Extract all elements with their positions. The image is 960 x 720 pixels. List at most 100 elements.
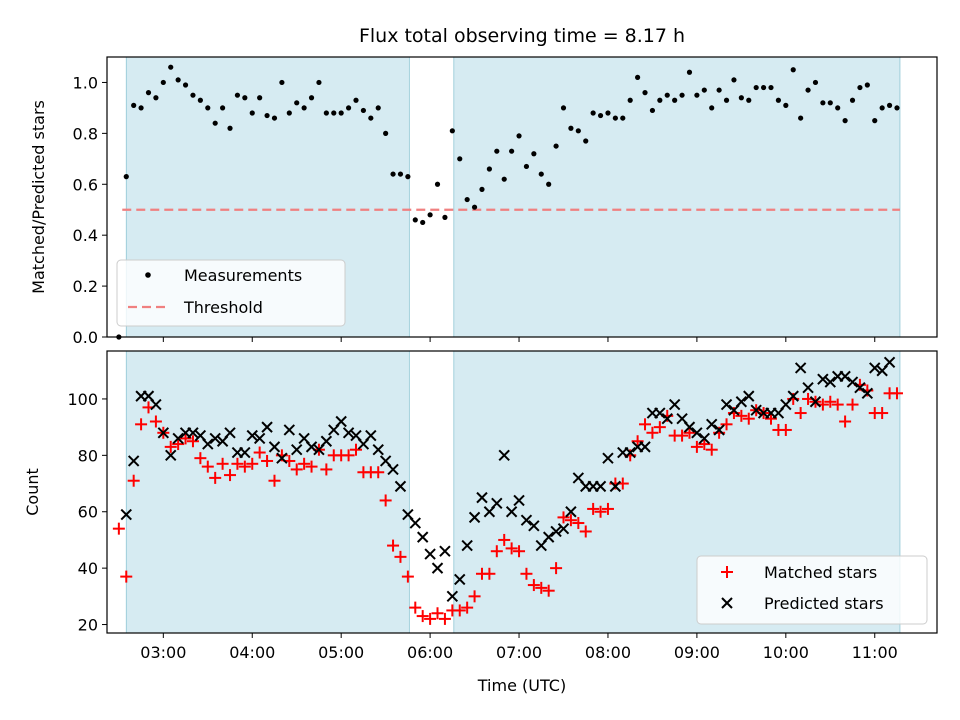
- measurement-point: [249, 110, 255, 116]
- measurement-point: [420, 219, 426, 226]
- predicted-star-point: [520, 514, 533, 526]
- measurement-point: [546, 181, 552, 187]
- matched-star-point: [876, 407, 889, 420]
- top-legend-box: [116, 259, 346, 327]
- measurement-point: [405, 174, 411, 180]
- predicted-star-point: [439, 545, 451, 557]
- measurement-point: [397, 171, 404, 177]
- bottom-shaded-interval: [125, 350, 410, 634]
- matched-star-point: [120, 570, 133, 583]
- measurement-point: [886, 102, 893, 108]
- measurement-point: [746, 97, 752, 103]
- measurement-point: [227, 125, 233, 131]
- matched-star-point: [461, 601, 474, 614]
- matched-star-point: [676, 429, 689, 442]
- bottom-x-tick-label: 09:00: [674, 643, 720, 662]
- matched-star-point: [683, 426, 696, 439]
- legend-measurements-marker: [145, 272, 151, 278]
- measurement-point: [175, 77, 181, 83]
- matched-star-point: [779, 423, 792, 436]
- predicted-star-point: [268, 441, 281, 453]
- measurement-points: [116, 64, 900, 340]
- measurement-point: [442, 214, 448, 220]
- predicted-star-point: [320, 435, 333, 447]
- predicted-star-point: [120, 508, 132, 521]
- predicted-star-point: [698, 432, 711, 445]
- measurement-point: [760, 84, 767, 91]
- predicted-star-point: [224, 427, 236, 439]
- matched-star-point: [720, 418, 733, 431]
- measurement-point: [560, 105, 567, 111]
- matched-star-point: [135, 418, 148, 431]
- measurement-point: [501, 176, 507, 182]
- matched-star-point: [394, 550, 407, 563]
- predicted-star-point: [743, 390, 755, 402]
- predicted-star-point: [802, 381, 814, 394]
- predicted-star-point: [809, 396, 822, 408]
- top-y-tick-label: 1.0: [73, 73, 98, 92]
- measurement-point: [768, 84, 774, 91]
- measurement-point: [131, 102, 137, 108]
- predicted-star-point: [335, 415, 347, 428]
- predicted-star-point: [565, 506, 577, 518]
- predicted-star-point: [839, 370, 851, 383]
- legend-matched-marker: [721, 566, 733, 578]
- matched-star-point: [631, 435, 644, 448]
- measurement-point: [153, 95, 159, 101]
- predicted-star-point: [127, 455, 140, 467]
- matched-star-point: [594, 505, 607, 518]
- chart-title: Flux total observing time = 8.17 h: [359, 25, 685, 47]
- predicted-star-point: [683, 421, 696, 433]
- top-panel: 0.0 0.2 0.4 0.6 0.8 1.0 Matched/Predicted sta…: [29, 56, 938, 347]
- measurement-point: [279, 79, 285, 86]
- top-y-tick-label: 0.8: [73, 124, 98, 143]
- predicted-star-point: [202, 438, 214, 450]
- bottom-x-tick-label: 04:00: [229, 643, 275, 662]
- measurement-point: [301, 105, 307, 111]
- predicted-star-point: [602, 452, 614, 464]
- matched-star-point: [424, 612, 437, 625]
- matched-star-point: [824, 395, 837, 408]
- bottom-plot-frame: [106, 350, 938, 634]
- measurement-point: [271, 115, 278, 121]
- matched-star-point: [542, 584, 555, 597]
- measurement-point: [345, 105, 352, 111]
- measurement-point: [308, 95, 315, 101]
- measurement-point: [694, 92, 700, 98]
- matched-star-point: [298, 457, 311, 470]
- predicted-star-point: [431, 562, 444, 574]
- measurement-point: [679, 92, 685, 98]
- measurement-point: [360, 107, 367, 114]
- predicted-star-point: [750, 404, 762, 416]
- matched-star-point: [498, 533, 511, 546]
- legend-threshold-label: Threshold: [183, 298, 263, 317]
- bottom-y-tick-label: 40: [78, 559, 98, 578]
- measurement-point: [783, 102, 789, 108]
- matched-star-point: [401, 570, 414, 583]
- matched-star-point: [765, 412, 777, 425]
- matched-star-point: [831, 398, 844, 411]
- matched-star-point: [846, 398, 859, 411]
- matched-star-point: [320, 463, 333, 476]
- measurement-point: [864, 82, 870, 88]
- matched-star-point: [572, 517, 585, 530]
- matched-star-point: [127, 474, 140, 487]
- predicted-star-point: [476, 491, 488, 504]
- measurement-point: [531, 151, 537, 157]
- predicted-star-point: [424, 548, 436, 560]
- measurement-point: [368, 115, 374, 121]
- predicted-star-point: [454, 573, 466, 586]
- predicted-stars-points: [120, 356, 896, 603]
- bottom-y-tick-label: 100: [67, 390, 98, 409]
- predicted-star-point: [342, 427, 355, 439]
- predicted-star-point: [654, 407, 666, 419]
- predicted-star-point: [409, 517, 421, 529]
- measurement-point: [827, 100, 833, 106]
- measurement-point: [234, 92, 241, 98]
- measurement-point: [197, 97, 203, 103]
- measurement-point: [286, 110, 292, 116]
- matched-star-point: [231, 457, 244, 470]
- measurement-point: [835, 105, 841, 111]
- matched-star-point: [579, 525, 592, 538]
- measurement-point: [798, 115, 804, 121]
